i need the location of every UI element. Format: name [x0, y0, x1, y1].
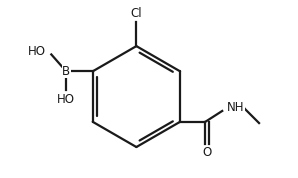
Text: O: O — [203, 146, 212, 159]
Text: B: B — [62, 65, 70, 78]
Text: HO: HO — [28, 45, 46, 58]
Text: NH: NH — [227, 101, 244, 114]
Text: Cl: Cl — [131, 7, 142, 20]
Text: HO: HO — [57, 93, 75, 106]
